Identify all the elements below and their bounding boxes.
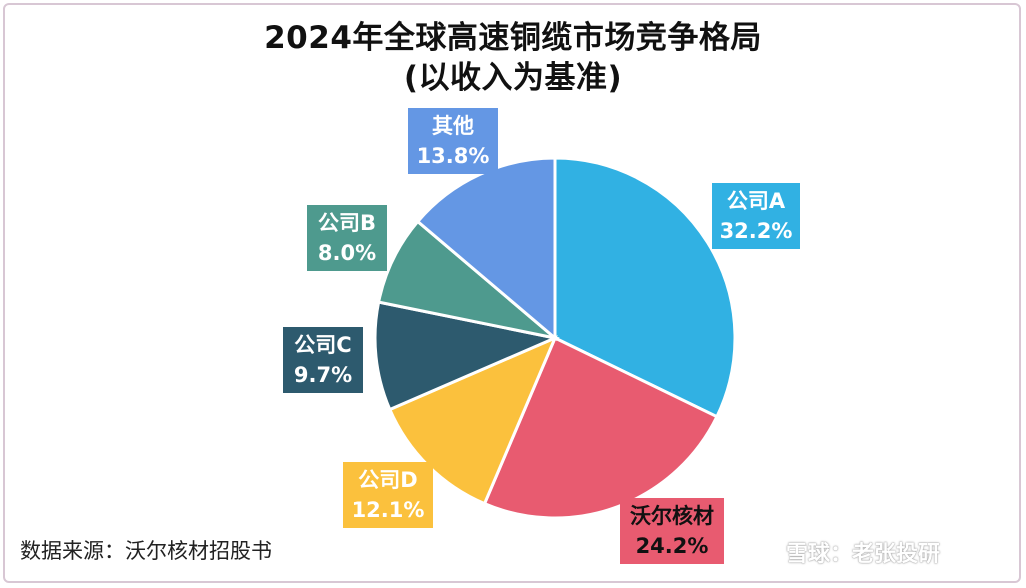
label-company-c-value: 9.7% [293, 363, 353, 387]
label-company-b-value: 8.0% [317, 241, 377, 265]
label-company-a-name: 公司A [726, 189, 786, 213]
slice-wol [482, 335, 719, 520]
chart-title-line1: 2024年全球高速铜缆市场竞争格局 [264, 20, 762, 56]
label-company-c: 公司C 9.7% [283, 327, 363, 393]
label-company-b-name: 公司B [317, 211, 376, 235]
label-company-c-name: 公司C [294, 333, 352, 357]
data-source-note: 数据来源：沃尔核材招股书 [20, 539, 272, 563]
chart-title-line2: (以收入为基准) [403, 60, 623, 96]
label-company-a-value: 32.2% [719, 219, 793, 243]
label-company-a: 公司A 32.2% [712, 183, 800, 249]
slice-company-b [376, 219, 556, 340]
label-company-b: 公司B 8.0% [307, 205, 387, 271]
label-wol: 沃尔核材 24.2% [620, 498, 724, 564]
label-wol-value: 24.2% [635, 534, 709, 558]
watermark-text: 雪球：老张投研 [786, 542, 941, 567]
label-company-d-value: 12.1% [351, 498, 425, 522]
chart-frame [3, 3, 1021, 583]
label-other-value: 13.8% [416, 144, 490, 168]
slice-other [415, 156, 557, 342]
watermark: 雪球：老张投研 [752, 536, 940, 568]
label-wol-name: 沃尔核材 [630, 504, 714, 528]
label-other: 其他 13.8% [408, 108, 498, 174]
label-company-d: 公司D 12.1% [343, 462, 433, 528]
label-other-name: 其他 [432, 114, 474, 138]
label-company-d-name: 公司D [358, 468, 418, 492]
slice-company-a [553, 156, 737, 419]
snowball-logo-icon [752, 538, 780, 566]
